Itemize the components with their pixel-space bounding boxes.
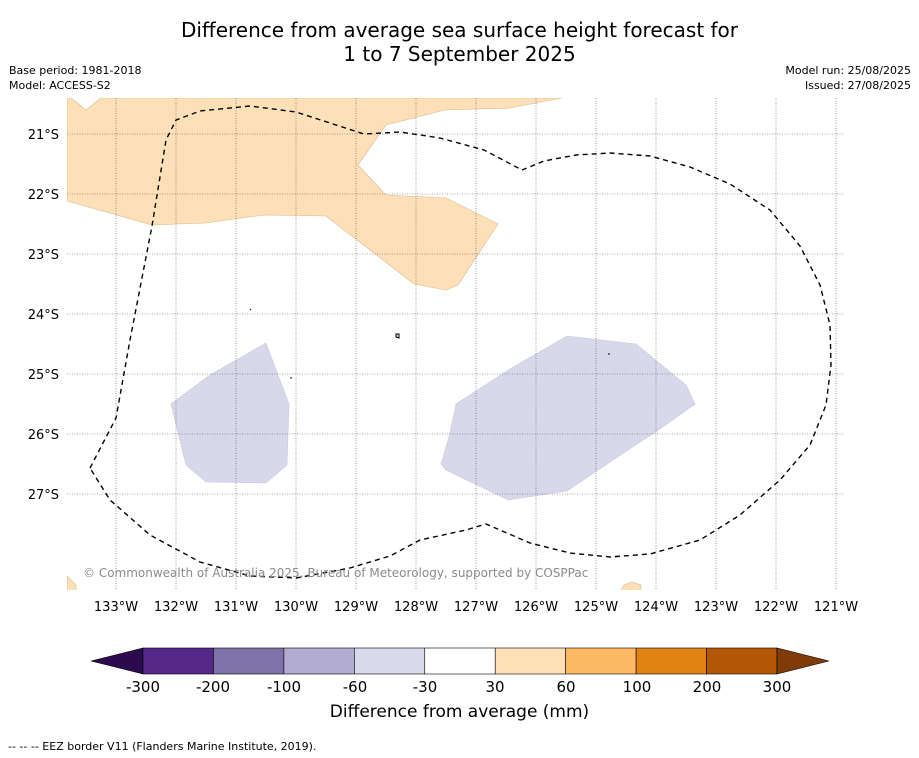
lon-label: 124°W [634,600,678,615]
lon-label: 133°W [94,600,138,615]
colorbar-segment [494,647,566,675]
lon-label: 121°W [814,600,858,615]
lon-label: 131°W [214,600,258,615]
colorbar-extension-high [776,647,830,675]
lat-label: 26°S [28,428,59,443]
lon-label: 123°W [694,600,738,615]
colorbar-label: Difference from average (mm) [329,702,590,722]
islet-marker [395,333,400,339]
colorbar-tick: 60 [556,678,575,696]
latitude-labels: 21°S 22°S 23°S 24°S 25°S 26°S 27°S [28,128,59,503]
lon-label: 127°W [454,600,498,615]
lat-label: 24°S [28,308,59,323]
lat-label: 27°S [28,488,59,503]
longitude-labels: 133°W 132°W 131°W 130°W 129°W 128°W 127°… [94,600,858,615]
islet-marker [249,308,252,311]
meta-left: Base period: 1981-2018 Model: ACCESS-S2 [9,63,141,93]
colorbar-tick: -300 [126,678,160,696]
chart-title: Difference from average sea surface heig… [0,18,919,66]
copyright-notice: © Commonwealth of Australia 2025, Bureau… [83,566,588,580]
lat-label: 21°S [28,128,59,143]
lon-label: 125°W [574,600,618,615]
issued-date: Issued: 27/08/2025 [804,79,911,92]
colorbar-segment [354,647,426,675]
model-run: Model run: 25/08/2025 [785,64,911,77]
colorbar-tick: 100 [623,678,652,696]
negative-anomaly-region-west [170,342,290,484]
colorbar-segment [635,647,707,675]
colorbar-extension-low [90,647,144,675]
title-line-1: Difference from average sea surface heig… [180,18,739,42]
colorbar-segment [213,647,285,675]
colorbar-segment [142,647,214,675]
lon-label: 129°W [334,600,378,615]
map-area: © Commonwealth of Australia 2025, Bureau… [67,98,843,590]
lat-label: 22°S [28,188,59,203]
colorbar-segment [565,647,637,675]
model-name: Model: ACCESS-S2 [9,79,111,92]
colorbar-tick: 300 [763,678,792,696]
colorbar [90,647,830,675]
footnote: -- -- -- EEZ border V11 (Flanders Marine… [8,740,317,753]
lat-label: 23°S [28,248,59,263]
colorbar-segment [424,647,496,675]
colorbar-tick: -60 [343,678,368,696]
colorbar-tick: -30 [413,678,438,696]
base-period: Base period: 1981-2018 [9,64,142,77]
lon-label: 128°W [394,600,438,615]
colorbar-tick: 30 [485,678,504,696]
positive-anomaly-patch-sw [67,575,77,590]
gridlines [67,98,843,590]
colorbar-tick: -200 [196,678,230,696]
colorbar-ticks: -300 -200 -100 -60 -30 30 60 100 200 300 [126,678,791,696]
eez-border [89,105,832,579]
lon-label: 122°W [754,600,798,615]
positive-anomaly-patch-se [620,581,642,590]
lon-label: 130°W [274,600,318,615]
colorbar-segment [706,647,778,675]
negative-anomaly-region-east [440,335,696,501]
colorbar-tick: -100 [267,678,301,696]
colorbar-segment [283,647,355,675]
meta-right: Model run: 25/08/2025 Issued: 27/08/2025 [785,63,911,93]
title-line-2: 1 to 7 September 2025 [343,42,576,66]
lon-label: 126°W [514,600,558,615]
lon-label: 132°W [154,600,198,615]
colorbar-tick: 200 [693,678,722,696]
lat-label: 25°S [28,368,59,383]
